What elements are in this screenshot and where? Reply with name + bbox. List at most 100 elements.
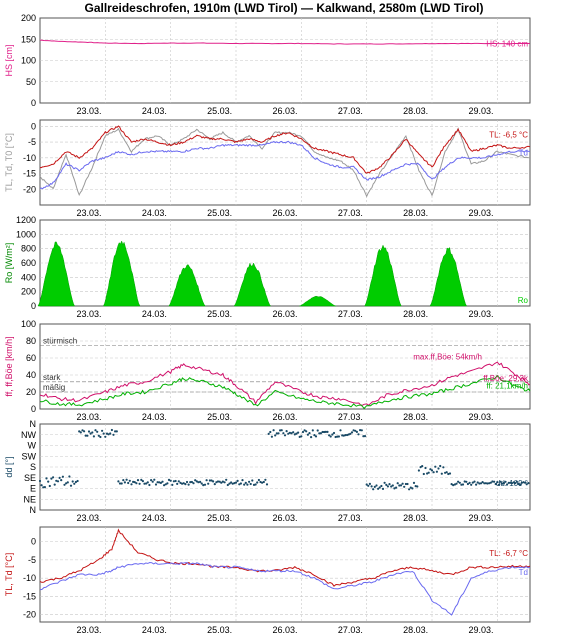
- dd-point: [189, 481, 192, 484]
- dd-point: [383, 481, 386, 484]
- dd-point: [321, 430, 324, 434]
- dd-point: [73, 482, 76, 485]
- dir-y-axis-label: dd [°]: [4, 456, 14, 477]
- wind-x-tick-label: 27.03.: [338, 412, 363, 422]
- dd-point: [363, 435, 367, 438]
- dd-point: [336, 435, 339, 438]
- dd-point: [377, 487, 380, 490]
- temp1910-panel-frame: [39, 119, 531, 206]
- dd-point: [112, 433, 115, 436]
- dd-point: [373, 485, 376, 488]
- dd-point: [151, 480, 154, 483]
- temp1910-y-tick-label: -20: [23, 184, 36, 194]
- dd-point: [300, 435, 303, 438]
- ro-x-tick-label: 23.03.: [76, 309, 101, 319]
- dd-point: [177, 480, 180, 483]
- dd-point: [53, 483, 56, 486]
- dd-point: [440, 472, 443, 475]
- dd-point: [159, 481, 162, 484]
- dd-point: [246, 483, 249, 486]
- dd-point: [450, 483, 453, 486]
- dd-point: [58, 476, 61, 479]
- dd-point: [123, 481, 126, 484]
- dd-point: [135, 482, 138, 485]
- dir-x-tick-label: 29.03.: [468, 513, 493, 523]
- dd-point: [192, 482, 195, 485]
- dd-point: [297, 431, 300, 434]
- dd-point: [416, 485, 419, 488]
- temp2580-x-tick-label: 25.03.: [207, 625, 232, 635]
- dd-point: [370, 485, 373, 488]
- dd-point: [200, 482, 203, 485]
- dd-point: [225, 478, 228, 481]
- dd-point: [48, 484, 51, 488]
- dd-point: [68, 475, 71, 478]
- dd-point: [272, 429, 275, 432]
- dd-point: [460, 483, 463, 486]
- dd-point: [220, 481, 223, 484]
- hs-x-tick-label: 26.03.: [272, 106, 297, 116]
- dd-point: [419, 466, 422, 469]
- dd-point: [378, 486, 381, 489]
- dd-point: [143, 482, 146, 485]
- ro-y-tick-label: 1200: [16, 215, 36, 225]
- dir-x-tick-label: 23.03.: [76, 513, 101, 523]
- dir-y-tick-label: N: [30, 505, 37, 515]
- dd-point: [38, 479, 42, 483]
- temp1910-x-tick-label: 26.03.: [272, 208, 297, 218]
- wind-x-tick-label: 23.03.: [76, 412, 101, 422]
- dd-point: [447, 472, 450, 476]
- dd-point: [318, 432, 321, 435]
- dd-point: [362, 435, 365, 438]
- dd-point: [277, 432, 280, 435]
- wind-annotation-2: ff,Böe: 29,3k: [483, 374, 529, 383]
- dd-point: [437, 467, 440, 470]
- ro-peak-7: [429, 246, 468, 307]
- dd-point: [515, 480, 519, 483]
- dd-point: [71, 480, 74, 483]
- dir-x-tick-label: 28.03.: [403, 513, 428, 523]
- dd-point: [445, 471, 448, 474]
- temp1910-x-tick-label: 29.03.: [468, 208, 493, 218]
- dd-point: [326, 430, 329, 433]
- temp2580-y-tick-label: -20: [23, 610, 36, 620]
- dd-point: [496, 481, 499, 484]
- dd-point: [236, 479, 239, 482]
- ro-peak-1: [37, 241, 75, 307]
- dd-point: [261, 481, 264, 484]
- dd-point: [395, 486, 398, 489]
- wind-panel-frame: [39, 323, 531, 410]
- dir-x-tick-label: 24.03.: [142, 513, 167, 523]
- ro-peak-2: [103, 240, 141, 307]
- ro-peak-5: [299, 295, 337, 307]
- dd-point: [182, 482, 185, 485]
- ro-x-tick-label: 25.03.: [207, 309, 232, 319]
- dd-point: [334, 435, 337, 439]
- dd-point: [264, 478, 267, 481]
- dd-point: [43, 486, 47, 489]
- dd-point: [388, 483, 391, 486]
- dd-point: [269, 430, 272, 434]
- dd-point: [50, 477, 53, 480]
- dd-point: [404, 482, 407, 486]
- dd-point: [87, 430, 91, 433]
- dd-point: [524, 481, 527, 484]
- dd-point: [69, 484, 73, 487]
- dd-point: [476, 481, 479, 484]
- dd-point: [169, 479, 172, 482]
- dd-point: [355, 430, 358, 433]
- dd-point: [324, 430, 327, 433]
- hs-x-tick-label: 24.03.: [142, 106, 167, 116]
- wind-annotation-1: max.ff,Böe: 54km/h: [413, 353, 482, 362]
- dd-point: [385, 483, 388, 486]
- dd-point: [83, 430, 86, 433]
- chart-title: Gallreideschrofen, 1910m (LWD Tirol) — K…: [85, 1, 484, 15]
- dir-y-tick-label: N: [30, 419, 37, 429]
- dd-point: [466, 482, 469, 486]
- wind-x-tick-label: 26.03.: [272, 412, 297, 422]
- temp1910-series-td: [39, 140, 531, 190]
- wind-y-axis-label: ff, ff,Böe [km/h]: [4, 336, 14, 396]
- ro-annotation-1: Ro: [518, 296, 529, 305]
- dd-point: [411, 487, 414, 490]
- dd-point: [133, 481, 136, 484]
